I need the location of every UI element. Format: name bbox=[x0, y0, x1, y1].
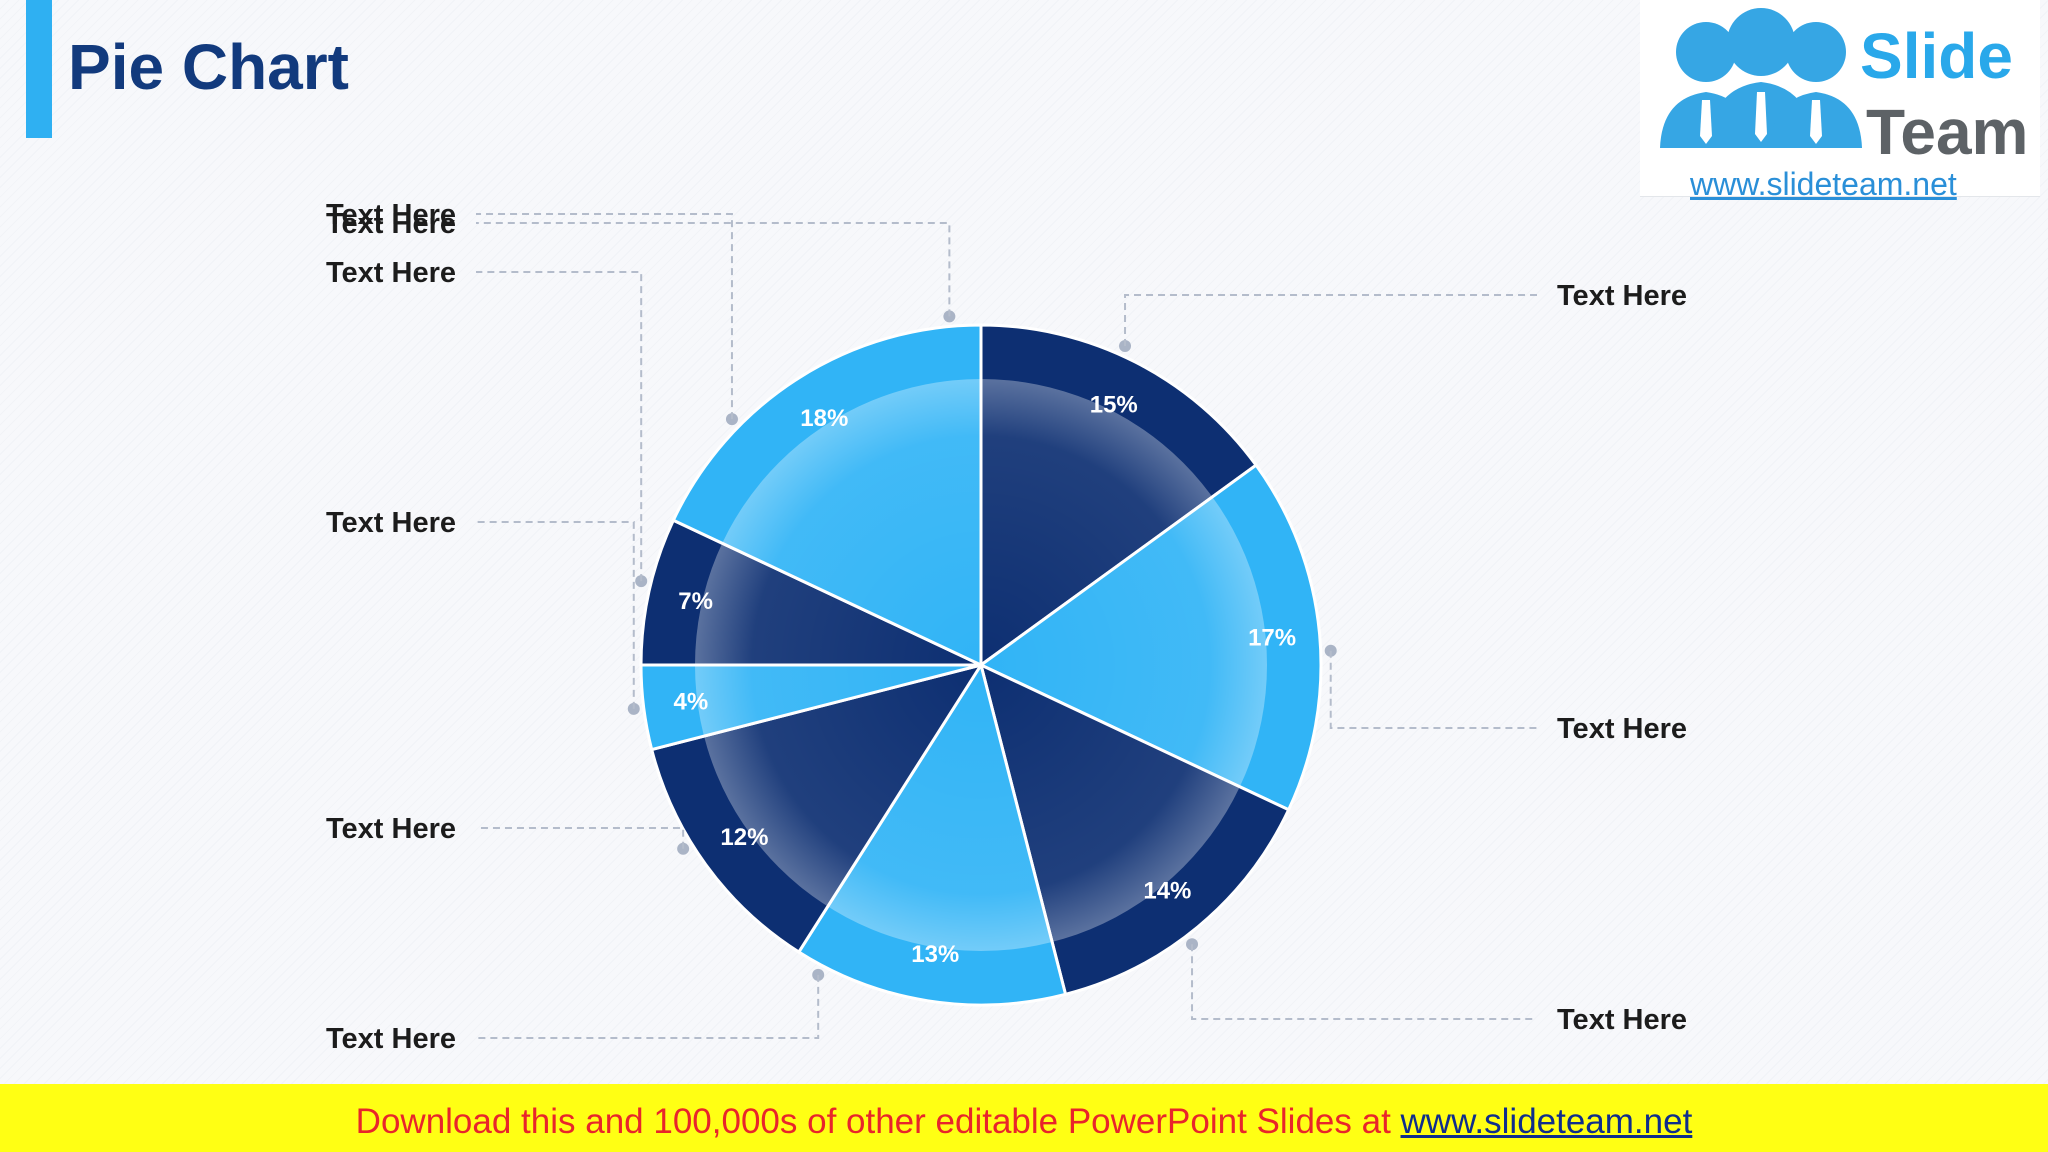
slice-text-label: Text Here bbox=[326, 199, 456, 231]
slice-percent-label: 17% bbox=[1248, 624, 1296, 651]
slice-text-label: Text Here bbox=[1557, 280, 1687, 312]
logo-url-link[interactable]: www.slideteam.net bbox=[1690, 166, 1957, 202]
slice-text-label: Text Here bbox=[326, 208, 456, 240]
slice-percent-label: 14% bbox=[1143, 877, 1191, 904]
footer-message: Download this and 100,000s of other edit… bbox=[355, 1102, 1401, 1141]
pie-glass-overlay bbox=[695, 379, 1267, 951]
slice-percent-label: 4% bbox=[674, 689, 709, 716]
connector-line bbox=[476, 827, 685, 849]
logo-people-icon bbox=[1660, 8, 1862, 148]
slice-percent-label: 13% bbox=[911, 941, 959, 968]
slice-percent-label: 12% bbox=[720, 824, 768, 851]
connector-line bbox=[1329, 650, 1537, 729]
connector-line bbox=[1124, 294, 1537, 347]
connector-line bbox=[1191, 944, 1537, 1020]
slice-percent-label: 7% bbox=[678, 588, 713, 615]
slice-text-label: Text Here bbox=[326, 1023, 456, 1055]
slice-text-label: Text Here bbox=[1557, 713, 1687, 745]
slice-percent-label: 15% bbox=[1090, 391, 1138, 418]
slice-text-label: Text Here bbox=[326, 257, 456, 289]
connector-line bbox=[476, 213, 733, 420]
label-connectors bbox=[476, 213, 1537, 1039]
slice-text-label: Text Here bbox=[326, 507, 456, 539]
logo bbox=[1640, 0, 2040, 197]
slice-text-label: Text Here bbox=[1557, 1004, 1687, 1036]
connector-line bbox=[476, 271, 643, 582]
connector-line bbox=[476, 521, 635, 709]
logo-text-slide: Slide bbox=[1860, 20, 2013, 92]
connector-line bbox=[476, 974, 820, 1039]
footer-link[interactable]: www.slideteam.net bbox=[1400, 1102, 1693, 1141]
page-title: Pie Chart bbox=[68, 31, 349, 103]
connector-line bbox=[476, 222, 951, 317]
slice-text-label: Text Here bbox=[326, 813, 456, 845]
slice-percent-label: 18% bbox=[800, 405, 848, 432]
slice-percent-labels: 15% 17% 14% 13% 12% 4% 7% 18% bbox=[674, 391, 1297, 967]
footer-text: Download this and 100,000s of other edit… bbox=[0, 1102, 2048, 1142]
logo-text-team: Team bbox=[1866, 96, 2029, 168]
footer-banner bbox=[0, 1084, 2048, 1152]
title-accent-bar bbox=[26, 0, 52, 138]
